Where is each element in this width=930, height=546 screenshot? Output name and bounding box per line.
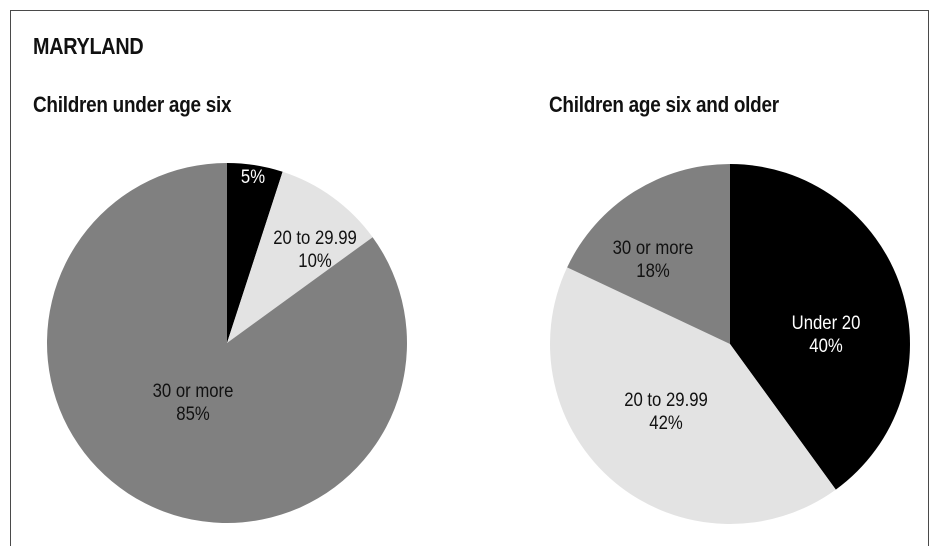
slice-value-label: 42% — [649, 412, 683, 433]
slice-label-under-six-30-or-more: 30 or more 85% — [153, 380, 234, 424]
slice-category-label: Under 20 — [792, 312, 861, 333]
slice-category-label: 30 or more — [153, 380, 234, 401]
chart-title-under-six: Children under age six — [33, 92, 232, 117]
pie-slice-under-six-under-20 — [227, 163, 283, 343]
slice-label-under-six-under-20: Under 20 5% — [219, 143, 288, 187]
slice-value-label: 40% — [809, 335, 843, 356]
slice-category-label: 30 or more — [613, 237, 694, 258]
slice-label-under-six-20-to-29-99: 20 to 29.99 10% — [273, 227, 357, 271]
slice-category-label: Under 20 — [219, 143, 288, 164]
slice-value-label: 85% — [176, 403, 210, 424]
frame-right-border — [928, 10, 929, 546]
slice-label-six-and-older-30-or-more: 30 or more 18% — [613, 237, 694, 281]
slice-value-label: 10% — [298, 250, 332, 271]
slice-category-label: 20 to 29.99 — [624, 389, 708, 410]
frame-left-border — [10, 10, 11, 546]
slice-label-six-and-older-20-to-29-99: 20 to 29.99 42% — [624, 389, 708, 433]
pie-chart-six-and-older: Under 20 40% 20 to 29.99 42% 30 or more 18% — [550, 164, 910, 524]
slice-category-label: 20 to 29.99 — [273, 227, 357, 248]
frame-top-border — [10, 10, 929, 11]
pie-slice-under-six-30-or-more — [46, 163, 407, 523]
pie-chart-under-six: Under 20 5% 20 to 29.99 10% 30 or more 85% — [46, 143, 407, 523]
slice-value-label: 18% — [636, 260, 670, 281]
pie-slice-six-and-older-20-to-29-99 — [550, 267, 836, 524]
page-title: MARYLAND — [33, 33, 144, 59]
slice-value-label: 5% — [241, 166, 265, 187]
chart-title-six-and-older: Children age six and older — [549, 92, 779, 117]
slice-label-six-and-older-under-20: Under 20 40% — [792, 312, 861, 356]
pie-slice-six-and-older-under-20 — [730, 164, 910, 490]
pie-slice-six-and-older-30-or-more — [567, 164, 730, 344]
pie-slice-under-six-20-to-29-99 — [227, 171, 373, 343]
